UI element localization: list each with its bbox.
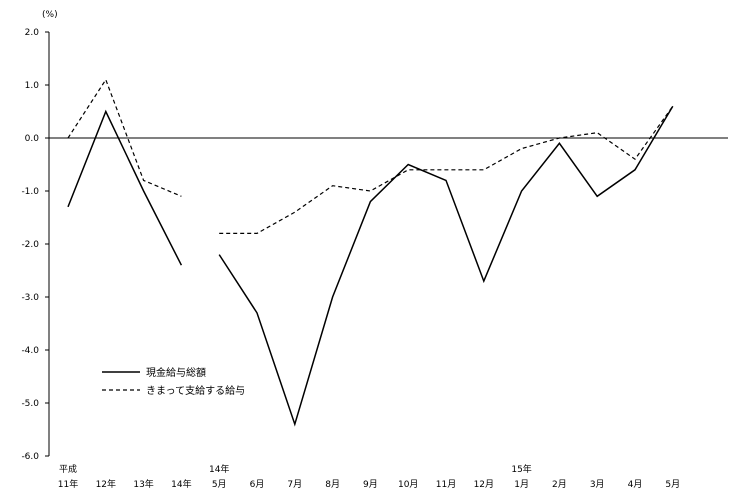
x-tick-label: 5月 — [212, 479, 227, 490]
y-tick-label: -1.0 — [21, 187, 39, 197]
y-axis: 2.0 1.0 0.0 -1.0 -2.0 -3.0 -4.0 -5.0 -6.0 — [21, 28, 50, 462]
y-tick-label: -5.0 — [21, 399, 39, 409]
x-tick-label: 6月 — [250, 479, 265, 490]
series-line-1-segment-2 — [218, 105, 674, 427]
y-tick-label: -6.0 — [21, 452, 39, 462]
unit-label: (%) — [42, 10, 58, 20]
y-tick-label: 1.0 — [25, 81, 40, 91]
legend: 現金給与総額 きまって支給する給与 — [102, 366, 245, 397]
x-tick-label: 11月 — [436, 479, 456, 490]
series-line-1-segment-1 — [67, 109, 183, 266]
series-line-2-segment-1 — [67, 78, 182, 197]
x-tick-label: 7月 — [287, 479, 302, 490]
x-tick-label: 9月 — [363, 479, 378, 490]
y-tick-label: 0.0 — [25, 134, 40, 144]
x-tick-label-top: 15年 — [511, 463, 531, 475]
series-line-2-segment-2 — [219, 105, 674, 234]
y-tick-label: 2.0 — [25, 28, 40, 38]
x-tick-label-top: 14年 — [209, 463, 229, 475]
series-group — [67, 78, 674, 427]
x-tick-label-top: 平成 — [59, 463, 77, 475]
x-tick-label: 3月 — [590, 479, 605, 490]
x-tick-label: 12月 — [474, 479, 494, 490]
legend-label-series-1: 現金給与総額 — [146, 366, 206, 379]
y-tick-label: -4.0 — [21, 346, 39, 356]
x-tick-label: 5月 — [665, 479, 680, 490]
x-axis: 平成 11年 12年 13年 14年 14年 5月 6月 7月 8月 9月 10月 11月 12月 15年 1… — [49, 137, 728, 490]
x-tick-label: 1月 — [514, 479, 529, 490]
x-tick-label: 14年 — [171, 478, 191, 490]
x-tick-label: 12年 — [96, 478, 116, 490]
x-tick-label: 2月 — [552, 479, 567, 490]
y-tick-label: -2.0 — [21, 240, 39, 250]
x-tick-label: 8月 — [325, 479, 340, 490]
x-tick-label: 10月 — [398, 479, 418, 490]
x-tick-label: 11年 — [58, 478, 78, 490]
y-tick-label: -3.0 — [21, 293, 39, 303]
x-tick-label: 4月 — [628, 479, 643, 490]
x-tick-label: 13年 — [133, 478, 153, 490]
legend-label-series-2: きまって支給する給与 — [146, 384, 245, 397]
